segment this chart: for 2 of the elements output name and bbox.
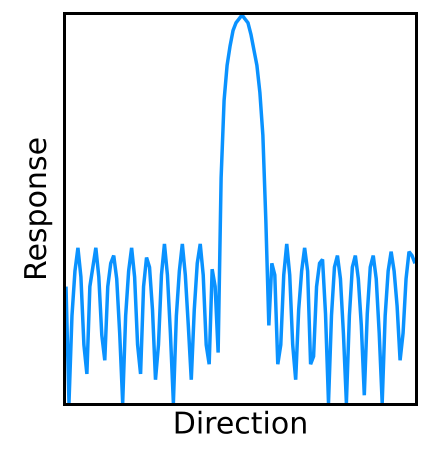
x-axis-title: Direction [172, 406, 308, 442]
y-axis-title: Response [19, 136, 54, 282]
